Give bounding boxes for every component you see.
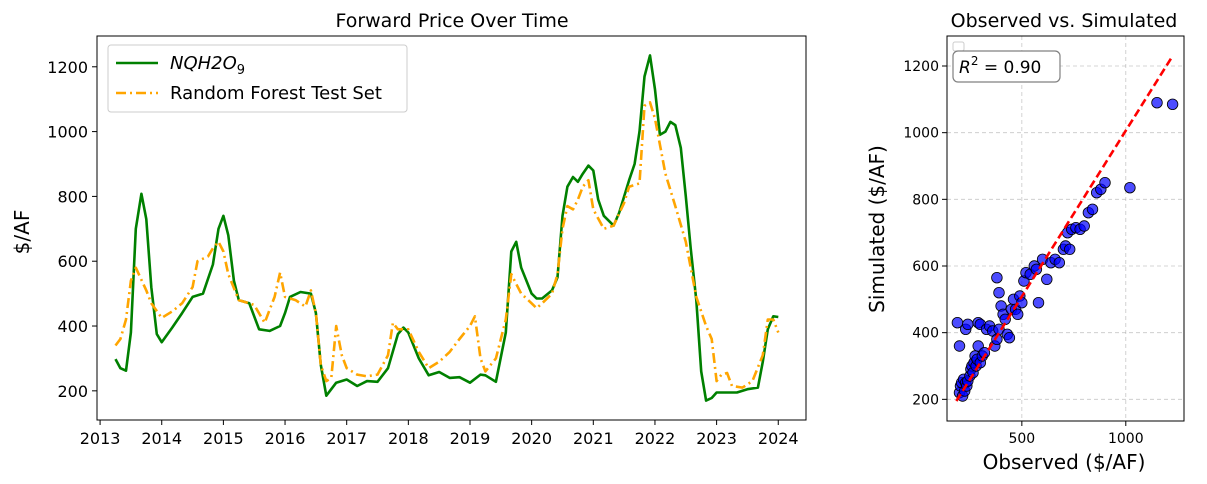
x-tick-label: 2015 [203, 429, 244, 448]
line-chart-ylabel: $/AF [10, 210, 34, 255]
y-tick-label: 1200 [903, 59, 939, 75]
scatter-point [1151, 96, 1163, 109]
scatter-chart-x-ticks: 500 1000 [1008, 421, 1144, 447]
r-squared-value: = 0.90 [978, 58, 1041, 78]
scatter-point [1032, 297, 1045, 309]
legend-label-nqh2o: NQH2O9 [170, 53, 245, 78]
x-tick-label: 2018 [388, 429, 429, 448]
scatter-point [1086, 203, 1099, 216]
legend-label-random-forest: Random Forest Test Set [170, 83, 382, 104]
series-line-0 [114, 54, 779, 402]
scatter-chart-points [951, 96, 1179, 402]
x-tick-label: 2023 [696, 429, 737, 448]
line-chart: Forward Price Over Time $/AF 2013 2014 201… [10, 10, 807, 448]
x-tick-label: 1000 [1108, 431, 1144, 447]
scatter-chart-frame [946, 35, 1185, 422]
line-chart-series [114, 54, 780, 402]
scatter-point [1099, 176, 1111, 189]
x-tick-label: 2019 [450, 429, 491, 448]
scatter-point [1166, 98, 1179, 111]
x-tick-label: 2016 [265, 429, 306, 448]
x-tick-label: 2022 [635, 429, 676, 448]
r-squared-symbol: R [959, 58, 971, 78]
scatter-point [993, 287, 1005, 299]
legend-label-nqh2o-main: NQH2O [170, 53, 237, 74]
scatter-chart-ylabel: Simulated ($/AF) [865, 145, 889, 313]
scatter-chart: Observed vs. Simulated Observed ($/AF) S… [865, 10, 1185, 474]
x-tick-label: 2021 [573, 429, 614, 448]
line-chart-title: Forward Price Over Time [335, 10, 568, 32]
scatter-point [1124, 181, 1136, 194]
scatter-point [991, 272, 1003, 284]
scatter-point [1078, 220, 1090, 232]
y-tick-label: 600 [57, 252, 88, 271]
x-tick-label: 500 [1008, 431, 1035, 447]
scatter-point [1012, 308, 1024, 321]
r-squared-box [952, 50, 1061, 83]
scatter-point [953, 340, 966, 352]
y-tick-label: 800 [912, 192, 939, 208]
reference-line [955, 55, 1174, 402]
r-squared-text: R2 = 0.90 [959, 54, 1041, 78]
x-tick-label: 2017 [326, 429, 367, 448]
y-tick-label: 200 [912, 392, 939, 408]
scatter-chart-title: Observed vs. Simulated [951, 10, 1178, 32]
line-chart-frame [96, 35, 807, 421]
r-squared-exponent: 2 [971, 54, 979, 68]
scatter-point [1041, 273, 1053, 286]
x-tick-label: 2020 [511, 429, 552, 448]
scatter-point [1053, 257, 1066, 269]
legend-frame [107, 44, 408, 113]
scatter-point [1003, 332, 1016, 344]
scatter-point [1063, 243, 1076, 256]
scatter-point [962, 318, 974, 331]
x-tick-label: 2024 [758, 429, 799, 448]
x-tick-label: 2014 [141, 429, 182, 448]
legend-label-nqh2o-sub: 9 [237, 63, 245, 78]
x-tick-label: 2013 [80, 429, 121, 448]
scatter-chart-xlabel: Observed ($/AF) [983, 450, 1146, 474]
y-tick-label: 1200 [47, 58, 88, 77]
y-tick-label: 200 [57, 382, 88, 401]
y-tick-label: 400 [57, 317, 88, 336]
y-tick-label: 1000 [903, 126, 939, 142]
scatter-chart-grid [947, 36, 1184, 421]
series-line-1 [114, 101, 780, 389]
line-chart-legend: NQH2O9 Random Forest Test Set [107, 44, 408, 113]
scatter-chart-y-ticks: 200 400 600 800 1000 1200 [903, 59, 947, 408]
r-squared-annotation: R2 = 0.90 [952, 50, 1061, 83]
empty-legend-marker [952, 41, 965, 52]
y-tick-label: 400 [912, 326, 939, 342]
y-tick-label: 1000 [47, 123, 88, 142]
y-tick-label: 800 [57, 187, 88, 206]
line-chart-x-ticks: 2013 2014 2015 2016 2017 2018 2019 2020 2021 2022… [80, 420, 799, 448]
y-tick-label: 600 [912, 259, 939, 275]
line-chart-y-ticks: 200 400 600 800 1000 1200 [47, 58, 97, 401]
